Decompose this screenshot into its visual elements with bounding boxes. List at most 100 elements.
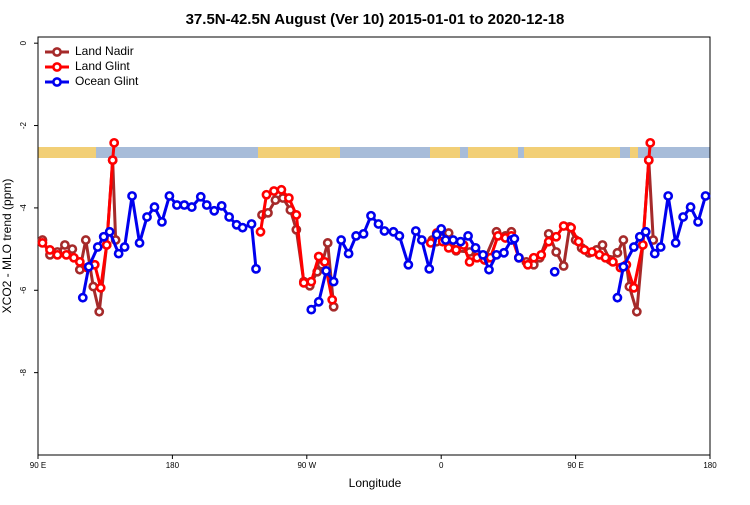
x-axis-label: Longitude xyxy=(349,476,402,490)
point xyxy=(80,235,91,245)
point xyxy=(251,263,261,274)
point xyxy=(366,210,376,221)
point xyxy=(637,240,648,250)
point xyxy=(566,222,577,233)
point xyxy=(164,191,175,201)
point xyxy=(119,242,130,252)
point xyxy=(88,281,99,292)
point xyxy=(499,247,509,258)
point xyxy=(558,261,569,271)
point xyxy=(700,191,711,201)
point xyxy=(195,191,206,202)
point xyxy=(104,226,115,237)
y-tick-label: -8 xyxy=(19,369,28,377)
x-tick-label: 90 E xyxy=(30,461,46,470)
point xyxy=(484,264,494,275)
point xyxy=(77,292,88,303)
point xyxy=(95,282,106,293)
legend-label: Land Glint xyxy=(75,59,130,73)
point xyxy=(618,261,629,272)
point xyxy=(255,226,266,237)
point xyxy=(655,242,666,252)
point xyxy=(216,200,227,211)
point xyxy=(127,191,137,201)
legend-marker xyxy=(52,62,62,72)
point xyxy=(678,212,689,222)
point xyxy=(645,137,656,148)
point xyxy=(224,212,235,222)
point xyxy=(509,233,520,244)
point xyxy=(478,249,488,260)
point xyxy=(587,247,597,257)
point xyxy=(313,296,324,307)
point xyxy=(321,266,332,276)
y-axis-label: XCO2 - MLO trend (ppm) xyxy=(0,179,14,314)
legend-label: Ocean Glint xyxy=(75,74,139,88)
y-tick-label: 0 xyxy=(19,40,28,45)
point xyxy=(59,240,70,250)
point xyxy=(612,292,623,303)
point xyxy=(551,231,562,242)
point xyxy=(612,247,623,258)
point xyxy=(142,212,152,222)
x-tick-label: 90 W xyxy=(297,461,316,470)
point xyxy=(685,202,696,212)
chart-title: 37.5N-42.5N August (Ver 10) 2015-01-01 t… xyxy=(186,11,565,28)
point xyxy=(549,266,560,277)
point xyxy=(491,249,502,260)
point xyxy=(634,231,645,242)
point xyxy=(269,186,279,196)
point xyxy=(327,294,338,305)
point xyxy=(410,226,421,236)
point xyxy=(451,245,462,255)
point xyxy=(319,256,330,267)
y-tick-label: -6 xyxy=(19,286,28,294)
point xyxy=(463,231,473,241)
point xyxy=(92,242,103,252)
point xyxy=(291,210,302,220)
point xyxy=(306,276,317,287)
point xyxy=(336,235,347,245)
point xyxy=(134,238,145,248)
point xyxy=(283,193,294,203)
point xyxy=(67,244,78,254)
x-tick-label: 90 E xyxy=(567,461,583,470)
point xyxy=(351,231,361,241)
plot-frame xyxy=(37,36,711,456)
point xyxy=(536,249,547,260)
point xyxy=(270,195,281,205)
point xyxy=(649,248,660,259)
point xyxy=(579,245,590,255)
point xyxy=(201,200,212,210)
x-tick-label: 0 xyxy=(439,461,444,470)
point xyxy=(306,304,317,315)
point xyxy=(528,252,539,263)
point xyxy=(470,242,481,253)
point xyxy=(261,189,272,200)
y-tick-label: -4 xyxy=(19,204,28,212)
point xyxy=(94,306,105,317)
point xyxy=(149,202,160,212)
point xyxy=(543,236,554,247)
point xyxy=(98,231,109,242)
point xyxy=(343,248,354,259)
point xyxy=(313,251,324,262)
point xyxy=(597,240,608,250)
point xyxy=(643,155,654,166)
legend-label: Land Nadir xyxy=(75,44,134,58)
point xyxy=(246,219,257,229)
point xyxy=(61,249,72,260)
point xyxy=(101,240,112,250)
point xyxy=(628,242,639,252)
point xyxy=(109,137,120,148)
point xyxy=(74,256,85,267)
point xyxy=(107,155,118,166)
point xyxy=(379,226,390,236)
point xyxy=(298,277,309,288)
point xyxy=(45,245,55,255)
series-line xyxy=(41,158,655,314)
map-strip xyxy=(38,147,710,158)
point xyxy=(276,184,287,195)
point xyxy=(179,200,190,210)
